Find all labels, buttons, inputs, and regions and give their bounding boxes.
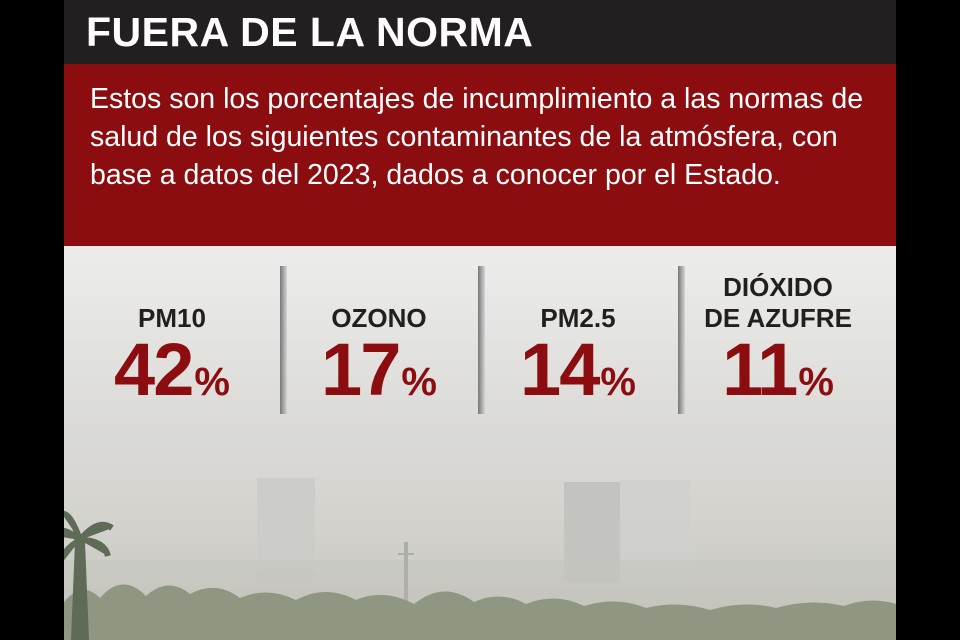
stat-label: PM2.5 (540, 303, 616, 333)
stat-label: OZONO (331, 303, 427, 333)
stat-unit: % (600, 360, 636, 404)
stat-label: PM10 (138, 303, 206, 333)
stat-pm10: PM10 42% (64, 266, 280, 414)
stat-unit: % (194, 360, 230, 404)
stat-number: 14 (520, 328, 600, 411)
stat-number: 11 (722, 328, 798, 411)
stat-number: 42 (114, 328, 194, 411)
infographic: FUERA DE LA NORMA Estos son los porcenta… (64, 0, 896, 640)
stat-pm25: PM2.5 14% (478, 266, 678, 414)
intro-box: Estos son los porcentajes de incumplimie… (64, 64, 896, 246)
title-bar: FUERA DE LA NORMA (64, 0, 896, 64)
smoggy-city-photo (64, 430, 896, 640)
divider (280, 266, 287, 414)
stat-unit: % (401, 360, 437, 404)
stat-dioxido-de-azufre: DIÓXIDO DE AZUFRE 11% (678, 266, 878, 414)
stat-value: 14% (478, 333, 678, 427)
stat-number: 17 (321, 328, 401, 411)
divider (478, 266, 485, 414)
page-title: FUERA DE LA NORMA (86, 9, 534, 55)
stat-value: 11% (678, 333, 878, 427)
stat-value: 42% (64, 333, 280, 427)
stat-label: DIÓXIDO DE AZUFRE (704, 272, 852, 333)
stat-unit: % (798, 360, 834, 404)
stat-ozono: OZONO 17% (280, 266, 478, 414)
vegetation (64, 584, 896, 640)
palm-tree-icon (64, 511, 114, 640)
intro-text: Estos son los porcentajes de incumplimie… (90, 83, 864, 191)
stat-value: 17% (280, 333, 478, 427)
divider (678, 266, 685, 414)
